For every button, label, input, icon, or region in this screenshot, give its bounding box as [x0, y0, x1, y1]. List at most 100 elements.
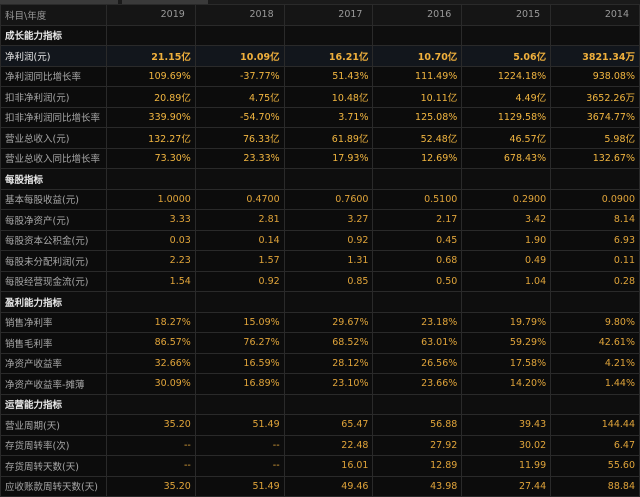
value-cell: 1129.58% — [461, 106, 552, 128]
value-cell: 32.66% — [106, 352, 196, 374]
header-year[interactable]: 2017 — [283, 4, 374, 26]
value-cell: 23.33% — [194, 147, 285, 169]
table-row[interactable]: 销售净利率 18.27% 15.09% 29.67% 23.18% 19.79% 9.80% — [0, 311, 640, 333]
section-blank-cell — [283, 168, 374, 190]
value-cell: 1.90 — [461, 229, 552, 251]
section-blank-cell — [194, 393, 285, 415]
section-blank-cell — [550, 168, 640, 190]
value-cell: -37.77% — [194, 65, 285, 87]
value-cell: 3.33 — [106, 209, 196, 231]
row-label: 扣非净利润(元) — [0, 86, 107, 108]
value-cell: 0.68 — [372, 250, 463, 272]
value-cell: -- — [106, 455, 196, 477]
section-blank-cell — [372, 291, 463, 313]
section-blank-cell — [461, 24, 552, 46]
toolbar-tab-1[interactable] — [0, 0, 118, 4]
section-blank-cell — [283, 393, 374, 415]
table-row[interactable]: 存货周转天数(天) -- -- 16.01 12.89 11.99 55.60 — [0, 455, 640, 477]
value-cell: 0.92 — [283, 229, 374, 251]
value-cell: 0.85 — [283, 270, 374, 292]
value-cell: 0.5100 — [372, 188, 463, 210]
table-row[interactable]: 净资产收益率 32.66% 16.59% 28.12% 26.56% 17.58% 4.21… — [0, 352, 640, 374]
value-cell: 2.23 — [106, 250, 196, 272]
section-title: 成长能力指标 — [0, 24, 107, 46]
value-cell: 3.27 — [283, 209, 374, 231]
table-row[interactable]: 净利润同比增长率 109.69% -37.77% 51.43% 111.49% 1224.… — [0, 65, 640, 87]
value-cell: -- — [194, 434, 285, 456]
section-blank-cell — [372, 393, 463, 415]
header-year[interactable]: 2019 — [106, 4, 196, 26]
value-cell: 17.93% — [283, 147, 374, 169]
value-cell: 0.14 — [194, 229, 285, 251]
section-blank-cell — [550, 291, 640, 313]
value-cell: 5.06亿 — [461, 45, 552, 67]
value-cell: 65.47 — [283, 414, 374, 436]
table-row[interactable]: 净利润(元) 21.15亿 10.09亿 16.21亿 10.70亿 5.06亿 3821.… — [0, 45, 640, 67]
value-cell: 73.30% — [106, 147, 196, 169]
value-cell: 61.89亿 — [283, 127, 374, 149]
value-cell: 5.98亿 — [550, 127, 640, 149]
toolbar-tab-2[interactable] — [122, 0, 208, 4]
table-row[interactable]: 每股未分配利润(元) 2.23 1.57 1.31 0.68 0.49 0.11 — [0, 250, 640, 272]
section-blank-cell — [283, 24, 374, 46]
value-cell: 52.48亿 — [372, 127, 463, 149]
value-cell: 63.01% — [372, 332, 463, 354]
table-row[interactable]: 每股经营现金流(元) 1.54 0.92 0.85 0.50 1.04 0.28 — [0, 270, 640, 292]
value-cell: 1.57 — [194, 250, 285, 272]
section-blank-cell — [194, 291, 285, 313]
value-cell: 0.45 — [372, 229, 463, 251]
table-row[interactable]: 销售毛利率 86.57% 76.27% 68.52% 63.01% 59.29% 42.61… — [0, 332, 640, 354]
value-cell: 55.60 — [550, 455, 640, 477]
header-year[interactable]: 2018 — [194, 4, 285, 26]
value-cell: 8.14 — [550, 209, 640, 231]
value-cell: 23.18% — [372, 311, 463, 333]
value-cell: 16.01 — [283, 455, 374, 477]
table-row[interactable]: 扣非净利润同比增长率 339.90% -54.70% 3.71% 125.08% 1129… — [0, 106, 640, 128]
value-cell: 49.46 — [283, 475, 374, 497]
row-label: 销售净利率 — [0, 311, 107, 333]
value-cell: 27.44 — [461, 475, 552, 497]
section-blank-cell — [461, 291, 552, 313]
table-row[interactable]: 营业周期(天) 35.20 51.49 65.47 56.88 39.43 144.44 — [0, 414, 640, 436]
section-blank-cell — [550, 393, 640, 415]
header-year[interactable]: 2016 — [372, 4, 463, 26]
header-row: 科目\年度 2019 2018 2017 2016 2015 2014 — [0, 4, 640, 26]
row-label: 存货周转天数(天) — [0, 455, 107, 477]
row-label: 每股经营现金流(元) — [0, 270, 107, 292]
value-cell: 18.27% — [106, 311, 196, 333]
header-year[interactable]: 2014 — [550, 4, 640, 26]
row-label: 营业周期(天) — [0, 414, 107, 436]
value-cell: 0.49 — [461, 250, 552, 272]
value-cell: 26.56% — [372, 352, 463, 374]
section-blank-cell — [194, 24, 285, 46]
value-cell: 46.57亿 — [461, 127, 552, 149]
top-toolbar-strip — [0, 0, 640, 4]
table-row[interactable]: 每股资本公积金(元) 0.03 0.14 0.92 0.45 1.90 6.93 — [0, 229, 640, 251]
value-cell: 132.27亿 — [106, 127, 196, 149]
table-row[interactable]: 存货周转率(次) -- -- 22.48 27.92 30.02 6.47 — [0, 434, 640, 456]
table-row[interactable]: 基本每股收益(元) 1.0000 0.4700 0.7600 0.5100 0.2900 0… — [0, 188, 640, 210]
table-row[interactable]: 每股净资产(元) 3.33 2.81 3.27 2.17 3.42 8.14 — [0, 209, 640, 231]
value-cell: 111.49% — [372, 65, 463, 87]
header-year[interactable]: 2015 — [461, 4, 552, 26]
value-cell: 132.67% — [550, 147, 640, 169]
value-cell: 59.29% — [461, 332, 552, 354]
value-cell: 16.59% — [194, 352, 285, 374]
section-blank-cell — [372, 168, 463, 190]
section-blank-cell — [461, 393, 552, 415]
table-row[interactable]: 应收账款周转天数(天) 35.20 51.49 49.46 43.98 27.44 88.8… — [0, 475, 640, 497]
row-label: 扣非净利润同比增长率 — [0, 106, 107, 128]
value-cell: 938.08% — [550, 65, 640, 87]
value-cell: 678.43% — [461, 147, 552, 169]
value-cell: 4.49亿 — [461, 86, 552, 108]
value-cell: 30.02 — [461, 434, 552, 456]
value-cell: 0.92 — [194, 270, 285, 292]
section-blank-cell — [461, 168, 552, 190]
table-row[interactable]: 扣非净利润(元) 20.89亿 4.75亿 10.48亿 10.11亿 4.49亿 3652… — [0, 86, 640, 108]
table-row[interactable]: 营业总收入同比增长率 73.30% 23.33% 17.93% 12.69% 678.43… — [0, 147, 640, 169]
value-cell: 1.54 — [106, 270, 196, 292]
value-cell: 51.49 — [194, 414, 285, 436]
table-row[interactable]: 营业总收入(元) 132.27亿 76.33亿 61.89亿 52.48亿 46.57亿 5… — [0, 127, 640, 149]
value-cell: 0.2900 — [461, 188, 552, 210]
table-row[interactable]: 净资产收益率-摊薄 30.09% 16.89% 23.10% 23.66% 14.20% 1… — [0, 373, 640, 395]
